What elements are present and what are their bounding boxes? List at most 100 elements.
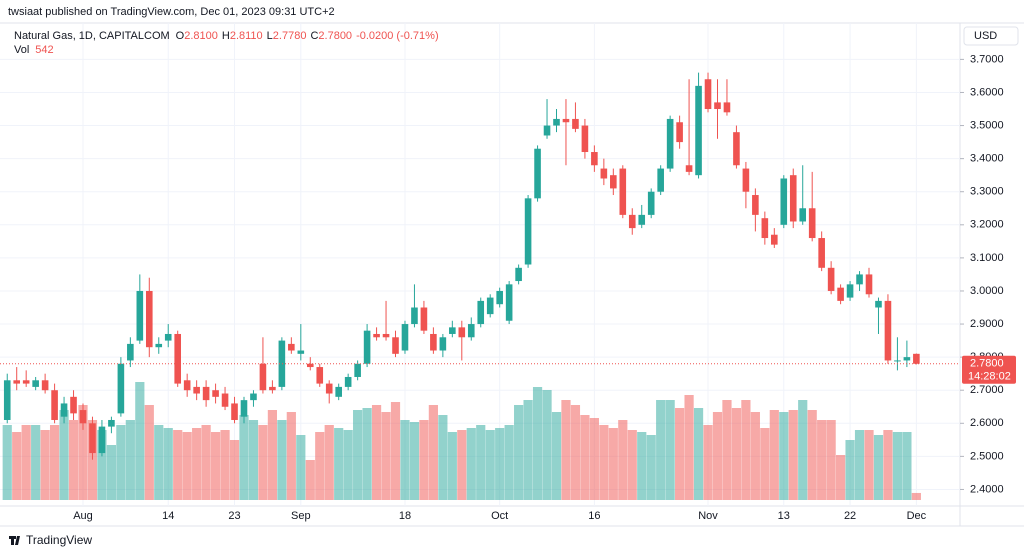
volume-bar [608, 428, 618, 500]
symbol: Natural Gas, 1D, CAPITALCOM O2.8100 H2.811… [14, 30, 439, 42]
countdown: 14:28:02 [968, 371, 1011, 383]
candle-body [515, 267, 522, 282]
candle-body [325, 383, 333, 394]
volume-bar [277, 420, 287, 500]
candle-body [685, 165, 693, 172]
volume-bar [362, 408, 372, 500]
volume-bar [618, 420, 628, 500]
candle-body [13, 380, 21, 384]
y-tick-label: 2.5000 [970, 450, 1004, 462]
candle-body [553, 118, 560, 126]
legend: Natural Gas, 1D, CAPITALCOM O2.8100 H2.811… [14, 30, 439, 56]
candle-body [837, 287, 844, 301]
candle-body [467, 324, 475, 338]
volume-bar [371, 405, 382, 500]
x-tick-label: 23 [228, 510, 240, 522]
volume-bar [97, 430, 107, 500]
candle-body [808, 208, 816, 239]
candle-body [827, 267, 835, 291]
volume-bar [788, 410, 798, 500]
volume-bar [116, 425, 126, 500]
candle-body [505, 284, 513, 321]
volume-bar [760, 428, 770, 500]
candle-body [714, 102, 721, 110]
x-tick-label: 14 [162, 510, 174, 522]
candle-body [524, 198, 532, 265]
vol-val: 542 [35, 44, 53, 56]
volume-bar [192, 428, 202, 500]
volume-bar [627, 430, 637, 500]
x-tick-label: Sep [291, 510, 311, 522]
volume-bar [485, 430, 495, 500]
candle-body [212, 390, 219, 397]
candle-body [70, 396, 77, 414]
y-tick-label: 3.4000 [970, 153, 1004, 165]
y-tick-label: 3.2000 [970, 219, 1004, 231]
h-key: H [222, 30, 230, 42]
candle-body [543, 125, 551, 136]
candle-body [240, 400, 248, 417]
volume-bar [173, 430, 183, 500]
volume-bar [731, 408, 742, 500]
volume-bar [428, 405, 438, 500]
volume-bar [419, 420, 429, 500]
volume-bar [807, 410, 817, 500]
l-val: 2.7780 [273, 30, 307, 42]
volume-bar [229, 440, 240, 500]
volume-bar [248, 420, 259, 500]
volume-bar [154, 425, 164, 500]
volume-bar [40, 430, 50, 500]
candle-body [288, 343, 295, 351]
candle-body [193, 386, 200, 394]
candle-body [145, 290, 153, 348]
y-tick-label: 3.7000 [970, 53, 1004, 65]
candle-body [41, 380, 49, 391]
candle-body [231, 403, 238, 420]
candle-body [420, 307, 428, 331]
volume-bar [2, 425, 12, 500]
candle-body [846, 284, 854, 298]
currency-box[interactable] [963, 26, 1019, 46]
candle-body [884, 300, 892, 361]
volume-bar [106, 445, 117, 500]
volume-bar [712, 412, 723, 500]
last-price-box [962, 355, 1016, 384]
candle-body [496, 290, 503, 305]
candle-body [600, 168, 608, 179]
candle-body [250, 393, 257, 401]
candle-body [164, 333, 172, 341]
x-tick-label: 18 [399, 510, 411, 522]
candle-body [771, 234, 778, 245]
candle-body [183, 380, 191, 391]
candle-body [657, 168, 664, 192]
x-tick-label: 13 [778, 510, 790, 522]
volume-bar [703, 425, 713, 500]
candle-body [733, 132, 740, 166]
candle-body [344, 376, 352, 387]
candle-body [202, 386, 210, 401]
volume-bar [883, 430, 893, 500]
candle-body [127, 343, 134, 361]
candle-body [439, 337, 447, 351]
volume-bar [514, 405, 524, 500]
candle-body [894, 360, 901, 362]
volume-bar [182, 432, 192, 500]
volume-bar [693, 408, 704, 500]
volume-bar [59, 410, 69, 500]
vol-key: Vol [14, 44, 29, 56]
volume-bar [798, 400, 808, 500]
candle-body [789, 175, 797, 222]
candle-body [306, 363, 314, 368]
volume-bar [892, 432, 903, 500]
volume-bar [656, 400, 666, 500]
candle-body [335, 386, 342, 397]
volume-bar [476, 425, 486, 500]
volume-bar [845, 440, 855, 500]
candle-body [392, 337, 399, 354]
candle-body [562, 118, 570, 123]
candle-body [108, 419, 115, 427]
volume-bar [599, 425, 609, 500]
candle-body [534, 148, 541, 199]
x-tick-label: 16 [588, 510, 600, 522]
candle-body [913, 353, 920, 364]
